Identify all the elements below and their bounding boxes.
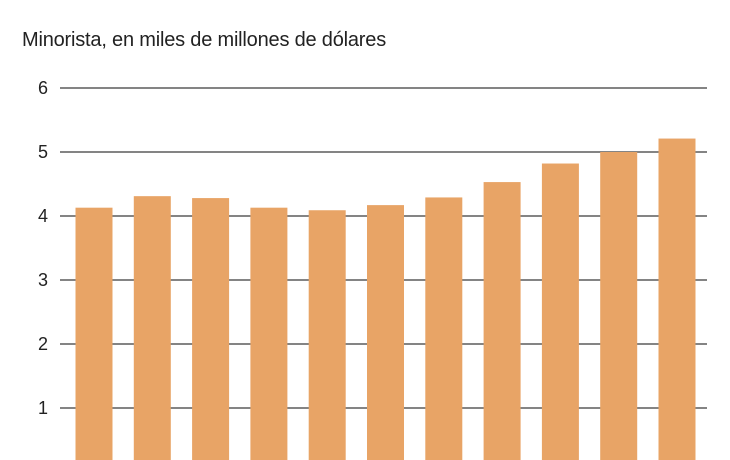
y-tick-label: 3 (38, 270, 48, 290)
bar-3 (192, 198, 230, 460)
bar-9 (541, 163, 579, 460)
bar-5 (308, 210, 346, 460)
y-tick-label: 1 (38, 398, 48, 418)
bar-8 (483, 182, 521, 460)
y-tick-label: 5 (38, 142, 48, 162)
bar-10 (600, 152, 638, 460)
bar-11 (658, 138, 696, 460)
chart-title: Minorista, en miles de millones de dólar… (22, 29, 386, 51)
y-tick-label: 2 (38, 334, 48, 354)
bar-6 (367, 205, 404, 460)
y-tick-label: 6 (38, 78, 48, 98)
y-tick-label: 4 (38, 206, 48, 226)
bar-1 (75, 207, 113, 460)
bar-2 (133, 196, 171, 460)
bar-4 (250, 207, 288, 460)
bar-7 (425, 197, 463, 460)
